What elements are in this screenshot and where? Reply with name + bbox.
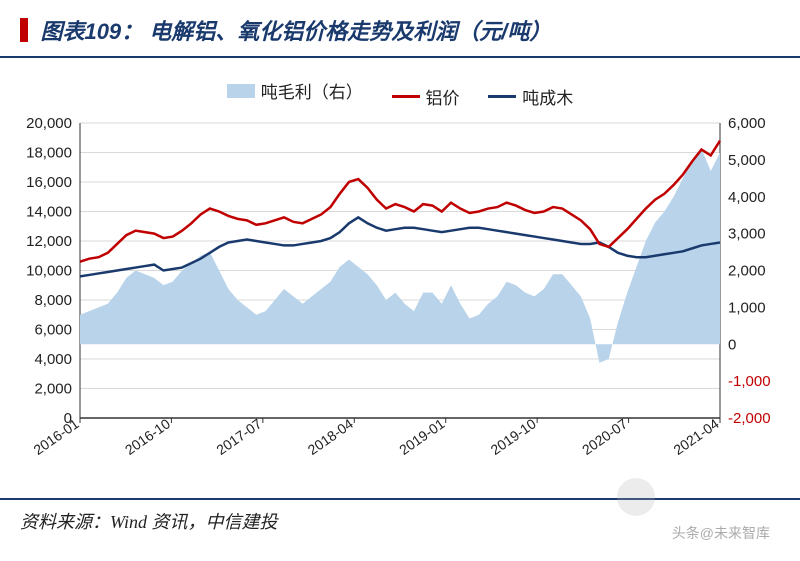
svg-text:0: 0 (728, 336, 736, 353)
legend-item-blue: 吨成木 (488, 84, 573, 109)
legend-label-blue: 吨成木 (522, 84, 573, 109)
svg-text:6,000: 6,000 (728, 115, 766, 132)
svg-text:16,000: 16,000 (26, 174, 72, 191)
svg-text:1,000: 1,000 (728, 299, 766, 316)
svg-text:4,000: 4,000 (34, 351, 72, 368)
title-main: 电解铝、氧化铝价格走势及利润（元/吨） (149, 19, 551, 44)
svg-text:2019-01: 2019-01 (396, 415, 447, 458)
svg-text:2,000: 2,000 (34, 381, 72, 398)
legend-item-area: 吨毛利（右） (227, 78, 363, 103)
svg-text:-2,000: -2,000 (728, 410, 771, 427)
watermark-text: 头条@未来智库 (672, 523, 770, 543)
svg-text:2021-04: 2021-04 (670, 415, 721, 458)
svg-text:12,000: 12,000 (26, 233, 72, 250)
legend-label-area: 吨毛利（右） (261, 78, 363, 103)
legend-swatch-blue (488, 95, 516, 98)
chart-svg: 0 2,000 4,000 6,000 8,000 10,000 12,000 14,000 1… (0, 113, 800, 498)
title-accent-bar (20, 18, 28, 42)
svg-text:2,000: 2,000 (728, 263, 766, 280)
svg-text:2017-07: 2017-07 (213, 415, 264, 458)
svg-text:2020-07: 2020-07 (579, 415, 630, 458)
legend-swatch-area (227, 84, 255, 98)
line-red (80, 141, 720, 262)
line-blue (80, 217, 720, 276)
legend-label-red: 铝价 (426, 84, 460, 109)
chart-container: 吨毛利（右） 铝价 吨成木 0 2,000 4,000 6,000 8,000 10,00… (0, 58, 800, 498)
svg-text:2018-04: 2018-04 (305, 415, 356, 458)
legend-swatch-red (392, 95, 420, 98)
chart-title: 图表109： 电解铝、氧化铝价格走势及利润（元/吨） (40, 14, 551, 46)
svg-text:20,000: 20,000 (26, 115, 72, 132)
svg-text:2016-10: 2016-10 (122, 415, 173, 458)
legend: 吨毛利（右） 铝价 吨成木 (0, 78, 800, 109)
title-bar: 图表109： 电解铝、氧化铝价格走势及利润（元/吨） (0, 0, 800, 58)
svg-text:-1,000: -1,000 (728, 373, 771, 390)
svg-text:4,000: 4,000 (728, 189, 766, 206)
watermark-circle (617, 478, 655, 516)
svg-text:2019-10: 2019-10 (488, 415, 539, 458)
svg-text:3,000: 3,000 (728, 226, 766, 243)
source-text: 资料来源：Wind 资讯，中信建投 (20, 512, 278, 532)
legend-item-red: 铝价 (392, 84, 460, 109)
title-prefix: 图表109： (40, 19, 143, 44)
svg-text:6,000: 6,000 (34, 322, 72, 339)
svg-text:14,000: 14,000 (26, 204, 72, 221)
svg-text:10,000: 10,000 (26, 263, 72, 280)
svg-text:5,000: 5,000 (728, 152, 766, 169)
svg-text:18,000: 18,000 (26, 145, 72, 162)
svg-text:2016-01: 2016-01 (30, 415, 81, 458)
svg-text:8,000: 8,000 (34, 292, 72, 309)
